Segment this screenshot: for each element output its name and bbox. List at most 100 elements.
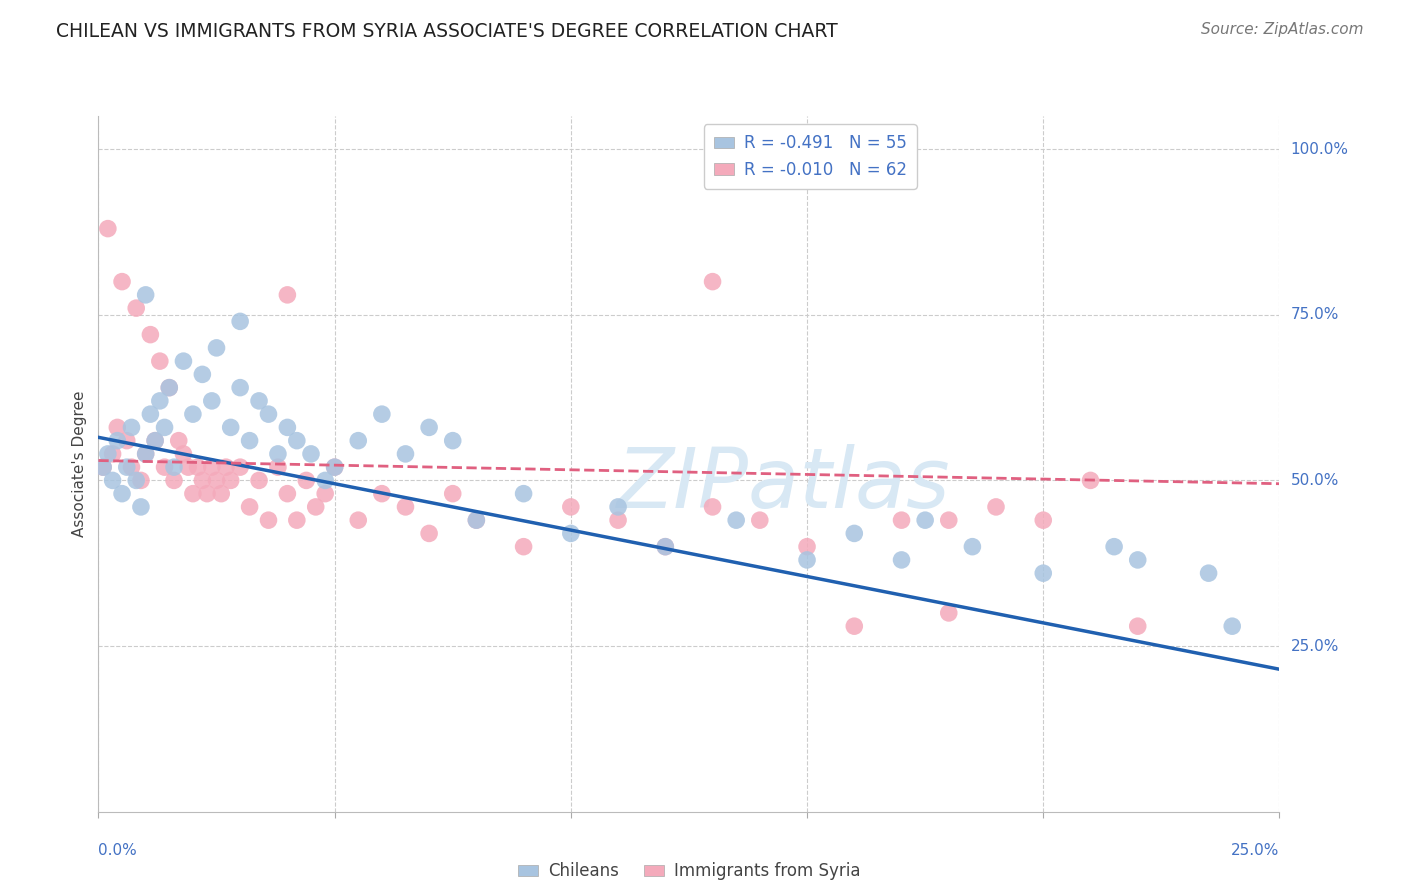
Point <box>1080 474 1102 488</box>
Point <box>276 420 298 434</box>
Point <box>105 434 128 448</box>
Point <box>276 486 298 500</box>
Point <box>394 500 416 514</box>
Point <box>139 327 162 342</box>
Point <box>725 513 748 527</box>
Point <box>121 460 143 475</box>
Point <box>101 447 124 461</box>
Point <box>101 474 124 488</box>
Point <box>371 407 394 421</box>
Point <box>560 500 582 514</box>
Text: 0.0%: 0.0% <box>98 843 138 858</box>
Point <box>844 526 866 541</box>
Point <box>748 513 770 527</box>
Point <box>139 407 162 421</box>
Point <box>1032 566 1054 581</box>
Point <box>129 474 152 488</box>
Point <box>229 381 252 395</box>
Legend: Chileans, Immigrants from Syria: Chileans, Immigrants from Syria <box>512 855 866 887</box>
Point <box>305 500 328 514</box>
Y-axis label: Associate's Degree: Associate's Degree <box>72 391 87 537</box>
Point <box>111 275 134 289</box>
Point <box>191 368 214 382</box>
Point <box>1220 619 1243 633</box>
Point <box>125 301 148 315</box>
Point <box>247 474 270 488</box>
Point <box>219 474 242 488</box>
Point <box>157 381 180 395</box>
Point <box>167 434 190 448</box>
Point <box>465 513 488 527</box>
Point <box>796 540 818 554</box>
Point <box>181 486 204 500</box>
Point <box>143 434 166 448</box>
Point <box>135 288 157 302</box>
Point <box>702 500 724 514</box>
Point <box>984 500 1007 514</box>
Point <box>177 460 200 475</box>
Point <box>153 460 176 475</box>
Point <box>323 460 346 475</box>
Point <box>187 460 209 475</box>
Point <box>962 540 984 554</box>
Point <box>229 460 252 475</box>
Text: 50.0%: 50.0% <box>1291 473 1339 488</box>
Point <box>257 513 280 527</box>
Point <box>267 460 290 475</box>
Point <box>314 486 336 500</box>
Point <box>276 288 298 302</box>
Point <box>205 341 228 355</box>
Point <box>314 474 336 488</box>
Point <box>115 460 138 475</box>
Point <box>105 420 128 434</box>
Text: 75.0%: 75.0% <box>1291 307 1339 322</box>
Point <box>215 460 238 475</box>
Point <box>209 486 232 500</box>
Point <box>239 500 262 514</box>
Text: 25.0%: 25.0% <box>1291 639 1339 654</box>
Point <box>125 474 148 488</box>
Point <box>890 513 912 527</box>
Point <box>149 354 172 368</box>
Point <box>347 434 370 448</box>
Point <box>441 486 464 500</box>
Point <box>441 434 464 448</box>
Point <box>418 526 440 541</box>
Point <box>890 553 912 567</box>
Point <box>153 420 176 434</box>
Text: 100.0%: 100.0% <box>1291 142 1348 157</box>
Point <box>115 434 138 448</box>
Point <box>371 486 394 500</box>
Point <box>394 447 416 461</box>
Point <box>1126 619 1149 633</box>
Point <box>143 434 166 448</box>
Point <box>97 221 120 235</box>
Point <box>129 500 152 514</box>
Point <box>938 513 960 527</box>
Point <box>1126 553 1149 567</box>
Point <box>91 460 114 475</box>
Point <box>702 275 724 289</box>
Point <box>1198 566 1220 581</box>
Point <box>191 474 214 488</box>
Point <box>201 460 224 475</box>
Point <box>172 447 194 461</box>
Point <box>654 540 676 554</box>
Point <box>97 447 120 461</box>
Point <box>607 500 630 514</box>
Point <box>205 474 228 488</box>
Point <box>347 513 370 527</box>
Point <box>229 314 252 328</box>
Point <box>607 513 630 527</box>
Text: ZIPatlas: ZIPatlas <box>617 444 950 525</box>
Point <box>195 486 218 500</box>
Point <box>796 553 818 567</box>
Point <box>267 447 290 461</box>
Point <box>163 460 186 475</box>
Point <box>172 354 194 368</box>
Point <box>121 420 143 434</box>
Point <box>149 393 172 408</box>
Point <box>135 447 157 461</box>
Point <box>181 407 204 421</box>
Point <box>1102 540 1125 554</box>
